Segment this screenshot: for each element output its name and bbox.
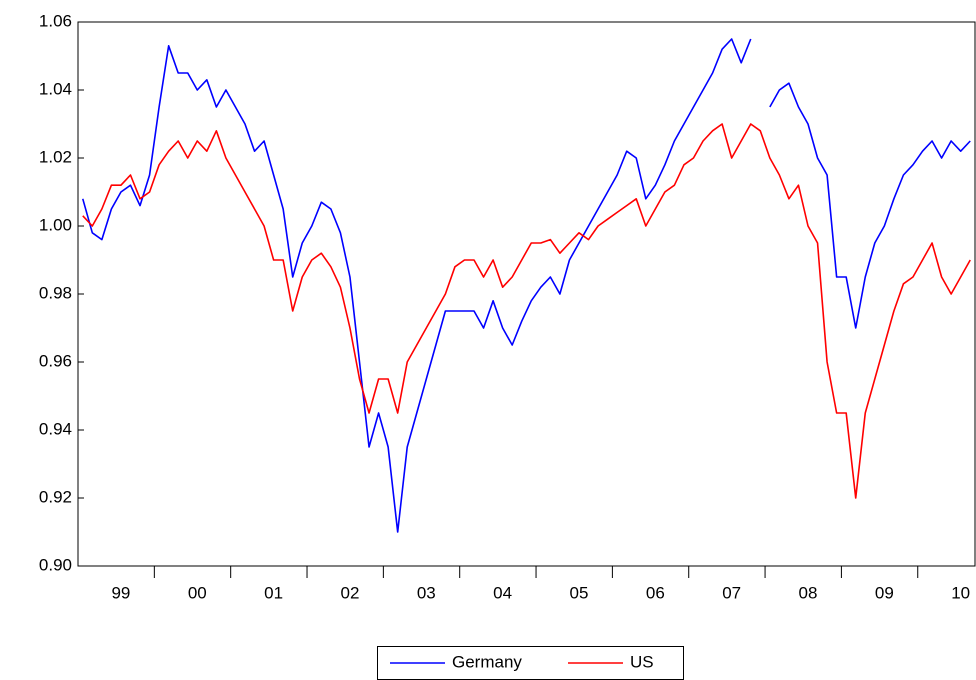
plot-frame <box>77 21 976 567</box>
x-tick-label: 02 <box>341 583 360 602</box>
x-tick-label: 06 <box>646 583 665 602</box>
y-tick-label: 1.04 <box>39 79 72 98</box>
y-tick-label: 1.06 <box>39 11 72 30</box>
y-tick-label: 0.98 <box>39 283 72 302</box>
legend-label: US <box>630 652 654 671</box>
x-tick-label: 05 <box>570 583 589 602</box>
x-tick-label: 09 <box>875 583 894 602</box>
y-tick-label: 0.92 <box>39 487 72 506</box>
y-tick-label: 0.94 <box>39 419 72 438</box>
line-series <box>81 38 971 533</box>
x-tick-label: 10 <box>951 583 970 602</box>
x-tick-label: 07 <box>722 583 741 602</box>
y-tick-label: 0.96 <box>39 351 72 370</box>
x-tick-label: 01 <box>264 583 283 602</box>
x-tick-label: 04 <box>493 583 512 602</box>
y-tick-label: 0.90 <box>39 555 72 574</box>
line-series <box>82 123 971 499</box>
y-tick-label: 1.00 <box>39 215 72 234</box>
x-tick-label: 99 <box>111 583 130 602</box>
x-tick-label: 08 <box>799 583 818 602</box>
y-tick-label: 1.02 <box>39 147 72 166</box>
x-tick-label: 03 <box>417 583 436 602</box>
legend-label: Germany <box>452 652 522 671</box>
x-tick-label: 00 <box>188 583 207 602</box>
